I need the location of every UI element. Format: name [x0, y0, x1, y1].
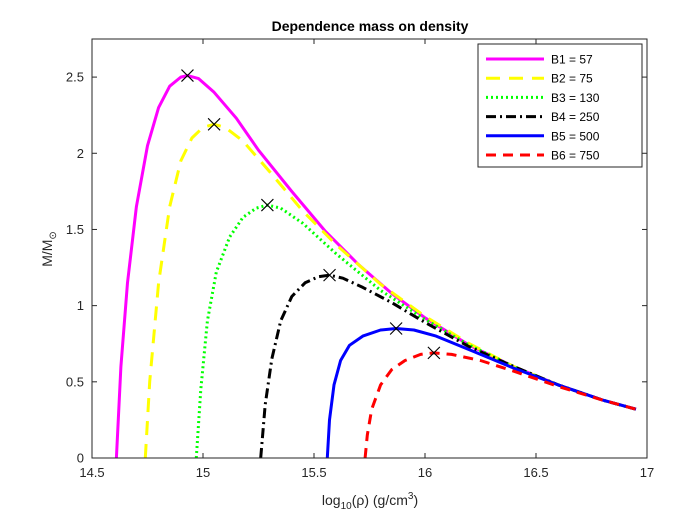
- legend-label-b3: B3 = 130: [551, 91, 600, 105]
- series-line-b4: [259, 273, 637, 459]
- x-tick-label: 14.5: [79, 465, 104, 480]
- legend-label-b2: B2 = 75: [551, 72, 593, 86]
- chart-title: Dependence mass on density: [272, 18, 469, 34]
- x-tick-label: 17: [640, 465, 654, 480]
- x-tick-label: 15.5: [301, 465, 326, 480]
- max-marker-b3: [260, 198, 274, 212]
- max-marker-b2: [207, 117, 221, 131]
- max-marker-stroke: [207, 117, 221, 131]
- max-marker-stroke: [323, 268, 336, 282]
- max-marker-stroke: [389, 322, 403, 335]
- legend-label-b5: B5 = 500: [551, 129, 600, 143]
- axes-box: [91, 38, 648, 459]
- max-marker-b1: [181, 69, 194, 82]
- y-tick-label: 1.5: [66, 222, 84, 237]
- series-line-b6: [363, 351, 637, 459]
- y-axis-label: M/M⊙: [39, 231, 59, 267]
- max-marker-b5: [389, 322, 403, 335]
- y-tick-label: 1: [77, 298, 84, 313]
- y-tick-label: 0: [77, 451, 84, 466]
- y-tick-label: 0.5: [66, 374, 84, 389]
- x-tick-label: 15: [196, 465, 210, 480]
- y-tick-label: 2: [77, 146, 84, 161]
- legend-box: [477, 43, 643, 168]
- max-marker-b4: [323, 268, 336, 282]
- x-axis-label: log10(ρ) (g/cm3): [322, 491, 418, 512]
- y-tick-label: 2.5: [66, 70, 84, 85]
- legend: B1 = 57 B2 = 75 B3 = 130 B4 = 250 B5 = 500 B6…: [477, 43, 643, 168]
- max-marker-stroke: [181, 69, 194, 82]
- max-marker-stroke: [260, 198, 274, 212]
- max-marker-stroke: [427, 346, 441, 360]
- x-tick-label: 16.5: [523, 465, 548, 480]
- legend-label-b1: B1 = 57: [551, 53, 593, 67]
- legend-label-b6: B6 = 750: [551, 149, 600, 163]
- x-tick-label: 16: [418, 465, 432, 480]
- series-line-b2: [143, 122, 637, 459]
- legend-label-b4: B4 = 250: [551, 110, 600, 124]
- max-marker-b6: [427, 346, 441, 360]
